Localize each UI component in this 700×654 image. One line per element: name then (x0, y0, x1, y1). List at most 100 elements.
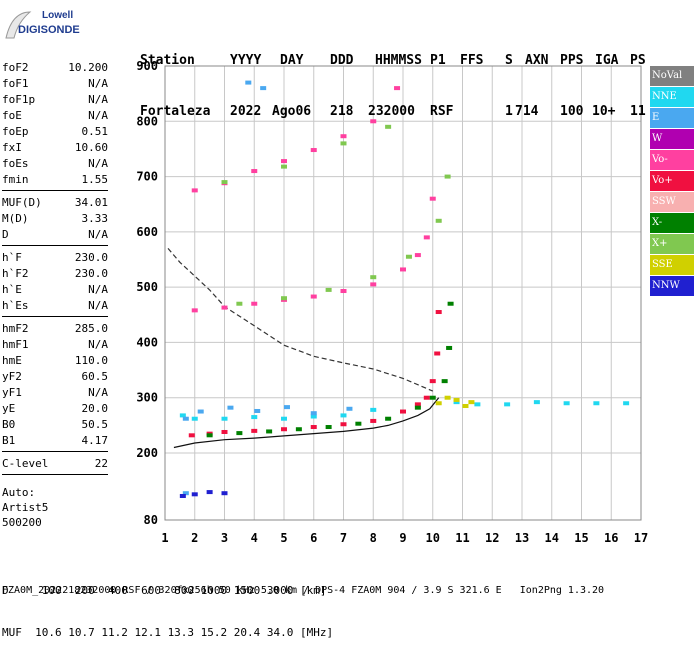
legend-item-sse: SSE (650, 255, 694, 275)
point-nnw (191, 492, 198, 497)
point-vo (221, 305, 228, 310)
header-label-10: IGA (595, 53, 619, 68)
point-x (295, 427, 302, 432)
y-tick-label: 500 (136, 280, 158, 294)
param-name: B1 (2, 434, 16, 447)
y-tick-label: 600 (136, 225, 158, 239)
param-value: 230.0 (74, 251, 108, 264)
param-name: foF1 (2, 77, 29, 90)
point-nne (221, 416, 228, 421)
x-tick-label: 14 (545, 531, 559, 545)
param-name: h`Es (2, 299, 29, 312)
header-label-0: Station (140, 53, 195, 68)
point-nnw (221, 491, 228, 496)
x-tick-label: 13 (515, 531, 529, 545)
param-group5: C-level 22 (2, 456, 108, 475)
param-name: foEs (2, 157, 29, 170)
param-name: foF1p (2, 93, 36, 106)
point-x (206, 433, 213, 438)
legend-item-w: W (650, 129, 694, 149)
x-tick-label: 11 (455, 531, 469, 545)
header-value-2: Ago06 (272, 104, 312, 119)
point-vo (310, 425, 317, 430)
footer-distance-row: D 100 200 400 600 800 1000 1500 3000 [km… (2, 584, 327, 597)
point-vo (340, 134, 347, 139)
param-row: h`E N/A (2, 282, 108, 298)
param-value: N/A (88, 283, 108, 296)
auto-line: 500200 (2, 516, 42, 529)
point-sse (435, 401, 442, 406)
point-e (245, 80, 252, 85)
point-vo (414, 402, 421, 407)
legend-item-e: E (650, 108, 694, 128)
point-e (254, 408, 261, 413)
header-label-11: PS (630, 53, 646, 68)
param-value: N/A (88, 299, 108, 312)
header-label-1: YYYY (230, 53, 262, 68)
x-tick-label: 17 (634, 531, 648, 545)
point-vo (221, 429, 228, 434)
x-tick-label: 7 (340, 531, 347, 545)
param-name: yF1 (2, 386, 22, 399)
header-value-4: 232000 (368, 104, 415, 119)
point-vo (400, 267, 406, 272)
point-vo (429, 196, 436, 201)
header-value-0: Fortaleza (140, 104, 211, 119)
point-e (227, 405, 234, 410)
x-tick-label: 8 (370, 531, 377, 545)
header-value-5: RSF (430, 104, 454, 119)
x-tick-label: 3 (221, 531, 228, 545)
logo-line1: Lowell (42, 10, 74, 21)
footer-muf-row: MUF 10.6 10.7 11.2 12.1 13.3 15.2 20.4 3… (2, 626, 334, 639)
y-tick-label: 800 (136, 114, 158, 128)
header-label-5: P1 (430, 53, 446, 68)
point-vo (394, 86, 401, 91)
point-x (385, 124, 392, 129)
param-value: 230.0 (74, 267, 108, 280)
param-row: B1 4.17 (2, 433, 108, 449)
param-row: foEp 0.51 (2, 124, 108, 140)
param-value: 10.60 (74, 141, 108, 154)
point-x (429, 395, 436, 400)
auto-scaling-info: Auto: Artist5 500200 (2, 485, 108, 530)
param-name: D (2, 228, 9, 241)
point-nne (533, 400, 540, 405)
point-x (446, 345, 453, 350)
point-e (283, 405, 290, 410)
param-value: 3.33 (81, 212, 109, 225)
param-row: hmE 110.0 (2, 353, 108, 369)
param-row: foE N/A (2, 108, 108, 124)
point-x (340, 141, 347, 146)
param-name: hmE (2, 354, 22, 367)
point-nne (623, 401, 630, 406)
param-row: h`Es N/A (2, 298, 108, 314)
x-tick-label: 12 (485, 531, 499, 545)
point-x (414, 405, 421, 410)
param-name: yF2 (2, 370, 22, 383)
plot-frame (164, 65, 642, 521)
header-value-8: 714 (515, 104, 539, 119)
point-x (236, 301, 243, 306)
auto-line: Auto: (2, 486, 36, 499)
point-sse (462, 404, 469, 409)
param-row: MUF(D) 34.01 (2, 195, 108, 211)
legend-item-x: X+ (650, 234, 694, 254)
param-value: 50.5 (81, 418, 109, 431)
point-vo (310, 294, 317, 299)
param-name: fxI (2, 141, 22, 154)
curve-muf (167, 248, 434, 392)
point-x (236, 431, 243, 436)
y-tick-label: 300 (136, 391, 158, 405)
param-name: C-level (2, 457, 49, 470)
param-value: N/A (88, 109, 108, 122)
point-e (182, 491, 189, 496)
point-vo (191, 188, 198, 193)
point-x (435, 218, 442, 223)
param-value: N/A (88, 228, 108, 241)
param-value: 22 (94, 457, 108, 470)
header-label-8: AXN (525, 53, 549, 68)
point-x (444, 174, 451, 179)
param-name: MUF(D) (2, 196, 42, 209)
point-vo (251, 301, 258, 306)
y-tick-label: 400 (136, 335, 158, 349)
